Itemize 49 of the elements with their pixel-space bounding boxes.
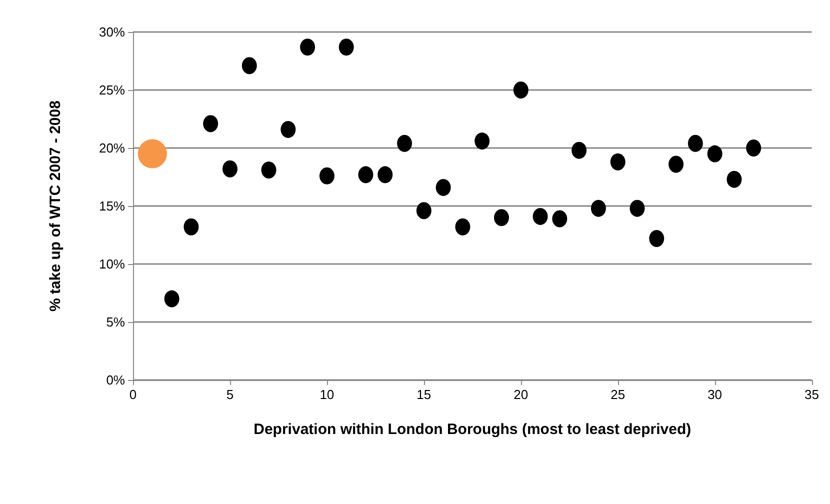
point [358, 166, 374, 184]
point [242, 57, 257, 74]
y-tick-label: 0% [106, 372, 126, 388]
point [378, 166, 393, 184]
point [513, 82, 528, 98]
point [203, 115, 218, 132]
point [572, 142, 587, 159]
x-tick-label: 5 [226, 387, 234, 402]
x-tick-label: 0 [129, 387, 137, 402]
x-tick-label: 15 [416, 387, 432, 402]
x-tick-label: 20 [514, 387, 528, 402]
point [397, 134, 412, 152]
point [707, 145, 722, 162]
point [668, 156, 684, 173]
point [746, 140, 762, 156]
point [184, 218, 199, 236]
point [261, 162, 276, 179]
x-tick-label: 10 [320, 387, 334, 402]
x-tick-label: 30 [708, 387, 722, 402]
point [590, 200, 606, 217]
point [630, 200, 645, 217]
y-tick-label: 25% [98, 82, 126, 98]
y-tick-label: 5% [106, 314, 126, 330]
x-tick-label: 25 [610, 387, 626, 402]
x-tick-label: 35 [804, 387, 820, 402]
point [474, 132, 490, 150]
point [416, 202, 432, 220]
point [552, 210, 568, 228]
x-axis-title: Deprivation within London Boroughs (most to least deprived) [254, 421, 692, 438]
point [222, 160, 238, 178]
point [436, 178, 451, 196]
y-tick-label: 30% [98, 24, 126, 40]
point [338, 38, 354, 56]
point [280, 120, 296, 138]
point [532, 208, 548, 225]
point [726, 170, 742, 188]
y-tick-label: 20% [98, 140, 126, 156]
point [300, 38, 316, 56]
point [688, 134, 703, 152]
y-tick-label: 10% [98, 256, 126, 272]
point [319, 167, 334, 184]
y-axis-title: % take up of WTC 2007 - 2008 [47, 100, 64, 312]
point [610, 153, 626, 170]
point [455, 218, 470, 236]
point [164, 290, 180, 308]
y-tick-label: 15% [98, 198, 126, 214]
point [138, 139, 167, 168]
point [649, 230, 664, 247]
point [494, 209, 509, 226]
